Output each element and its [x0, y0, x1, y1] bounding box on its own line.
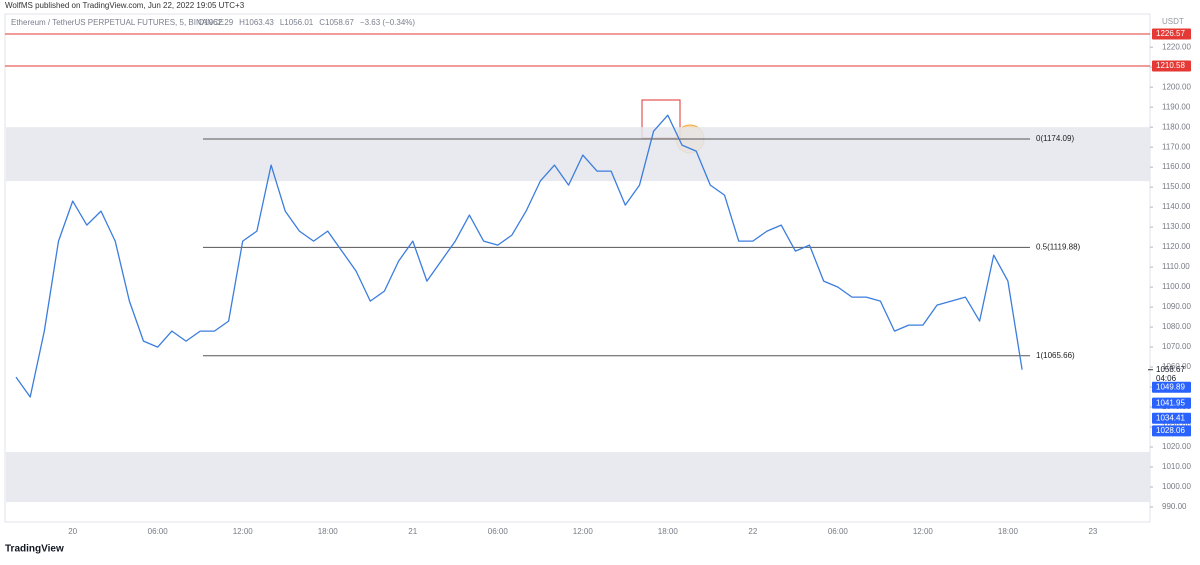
- red-level-label: 1226.57: [1156, 29, 1185, 38]
- y-tick-label: 1190.00: [1162, 102, 1191, 111]
- x-tick-label: 18:00: [658, 527, 679, 536]
- x-tick-label: 06:00: [488, 527, 509, 536]
- y-tick-label: 1090.00: [1162, 302, 1191, 311]
- price-line: [15, 114, 1023, 398]
- y-tick-label: 1140.00: [1162, 202, 1191, 211]
- x-tick-label: 22: [748, 527, 757, 536]
- red-level-tag: [1152, 60, 1191, 72]
- x-tick-label: 06:00: [828, 527, 849, 536]
- fib-label: 1(1065.66): [1036, 351, 1075, 360]
- x-tick-label: 18:00: [318, 527, 339, 536]
- y-tick-label: 1110.00: [1162, 262, 1190, 271]
- blue-level-label: 1041.95: [1156, 398, 1185, 407]
- y-tick-label: 1020.00: [1162, 442, 1191, 451]
- y-tick-label: 1000.00: [1162, 482, 1191, 491]
- x-tick-label: 18:00: [998, 527, 1019, 536]
- y-tick-label: 1060.00: [1162, 362, 1191, 371]
- ohlc-value: H1063.43: [239, 18, 274, 27]
- symbol-title: Ethereum / TetherUS PERPETUAL FUTURES, 5…: [11, 18, 224, 27]
- x-tick-label: 23: [1088, 527, 1097, 536]
- blue-level-tag: [1152, 412, 1191, 424]
- y-tick-label: 1070.00: [1162, 342, 1191, 351]
- countdown: 04:06: [1156, 374, 1177, 383]
- blue-level-tag: [1152, 425, 1191, 437]
- y-tick-label: 1010.00: [1162, 462, 1191, 471]
- published: WolfMS published on TradingView.com, Jun…: [5, 1, 245, 10]
- y-tick-label: 1120.00: [1162, 242, 1191, 251]
- x-tick-label: 12:00: [233, 527, 254, 536]
- y-tick-label: 1150.00: [1162, 182, 1191, 191]
- x-tick-label: 12:00: [573, 527, 594, 536]
- brand: TradingView: [5, 544, 64, 555]
- y-tick-label: 1080.00: [1162, 322, 1191, 331]
- y-tick-label: 1220.00: [1162, 42, 1191, 51]
- x-tick-label: 06:00: [148, 527, 169, 536]
- y-tick-label: 1200.00: [1162, 82, 1191, 91]
- y-tick-label: 1130.00: [1162, 222, 1191, 231]
- blue-level-tag: [1152, 397, 1191, 409]
- blue-level-label: 1028.06: [1156, 426, 1185, 435]
- red-level-tag: [1152, 28, 1191, 40]
- y-tick-label: 1160.00: [1162, 162, 1191, 171]
- zone: [6, 127, 1150, 182]
- ohlc-value: −3.63 (−0.34%): [360, 18, 415, 27]
- red-level-label: 1210.58: [1156, 61, 1185, 70]
- x-tick-label: 21: [408, 527, 417, 536]
- y-tick-label: 1180.00: [1162, 122, 1191, 131]
- last-price: 1058.67: [1156, 365, 1185, 374]
- zone: [6, 452, 1150, 503]
- y-tick-label: 1170.00: [1162, 142, 1191, 151]
- fib-label: 0.5(1119.88): [1036, 242, 1081, 251]
- ohlc-value: C1058.67: [319, 18, 354, 27]
- blue-level-tag: [1152, 381, 1191, 393]
- currency: USDT: [1162, 17, 1184, 26]
- blue-level-label: 1049.89: [1156, 382, 1185, 391]
- blue-level-label: 1034.41: [1156, 413, 1185, 422]
- x-tick-label: 20: [68, 527, 77, 536]
- x-tick-label: 12:00: [913, 527, 934, 536]
- y-tick-label: 990.00: [1162, 502, 1187, 511]
- fib-label: 0(1174.09): [1036, 134, 1074, 143]
- ohlc-value: L1056.01: [280, 18, 314, 27]
- ohlc-value: O1062.29: [198, 18, 234, 27]
- y-tick-label: 1100.00: [1162, 282, 1191, 291]
